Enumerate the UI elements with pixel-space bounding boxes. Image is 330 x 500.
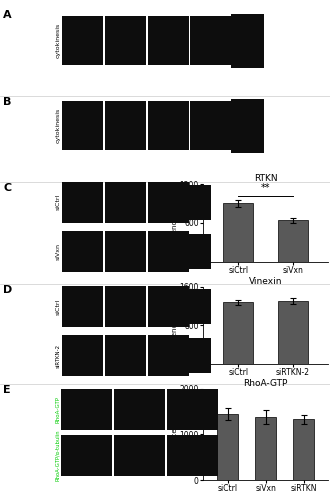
Title: Vinexin: Vinexin — [249, 276, 282, 285]
Text: cytokinesis: cytokinesis — [55, 108, 60, 142]
Text: C: C — [3, 183, 12, 193]
Text: **: ** — [261, 183, 270, 193]
Text: siCtrl: siCtrl — [55, 298, 60, 314]
Text: cytokinesis: cytokinesis — [55, 22, 60, 58]
Bar — [223, 302, 253, 364]
Title: RhoA-GTP: RhoA-GTP — [244, 378, 288, 388]
Y-axis label: fluorescence intensity: fluorescence intensity — [172, 286, 178, 364]
Bar — [278, 220, 308, 262]
Y-axis label: fluorescence intensity: fluorescence intensity — [172, 184, 178, 262]
Text: RhoA-GTP/α-tubulin: RhoA-GTP/α-tubulin — [55, 430, 60, 482]
Title: RTKN: RTKN — [254, 174, 278, 183]
Text: A: A — [3, 10, 12, 20]
Bar — [217, 414, 238, 480]
Text: B: B — [3, 97, 12, 107]
Text: siVxn: siVxn — [55, 243, 60, 260]
Y-axis label: fluorescence intensity: fluorescence intensity — [172, 396, 178, 473]
Text: RhoA-GTP: RhoA-GTP — [55, 396, 60, 423]
Text: E: E — [3, 385, 11, 395]
Bar — [293, 419, 314, 480]
Text: siCtrl: siCtrl — [55, 194, 60, 210]
Text: D: D — [3, 285, 13, 295]
Text: siRTKN-2: siRTKN-2 — [55, 344, 60, 367]
Bar — [278, 301, 308, 364]
Bar — [255, 417, 276, 480]
Bar — [223, 204, 253, 262]
